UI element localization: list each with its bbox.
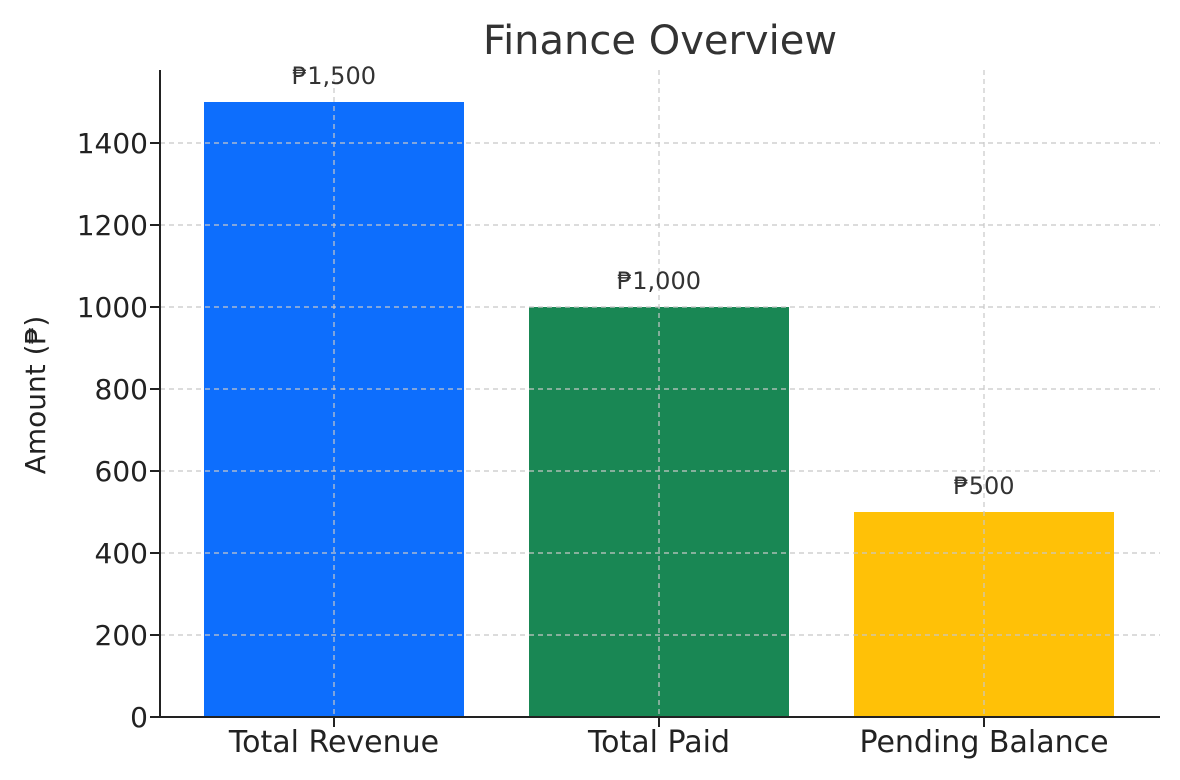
axes-layer — [150, 70, 1160, 727]
labels-layer: 0 200 400 600 800 1000 1200 1400 Total Revenue To… — [77, 62, 1109, 760]
y-tick-label: 0 — [130, 701, 148, 734]
y-axis-label: Amount (₱) — [19, 316, 52, 475]
y-tick-label: 200 — [95, 619, 148, 652]
x-category-label: Pending Balance — [859, 725, 1108, 760]
y-tick-label: 1200 — [77, 209, 148, 242]
bar-data-label: ₱1,500 — [292, 62, 376, 90]
y-tick-label: 1000 — [77, 291, 148, 324]
chart-title: Finance Overview — [483, 18, 837, 64]
bar-total-revenue — [204, 102, 464, 717]
y-tick-label: 600 — [95, 455, 148, 488]
bar-data-label: ₱500 — [953, 472, 1014, 500]
bar-data-label: ₱1,000 — [617, 267, 701, 295]
y-tick-label: 400 — [95, 537, 148, 570]
x-category-label: Total Paid — [587, 725, 730, 760]
y-tick-label: 800 — [95, 373, 148, 406]
y-tick-label: 1400 — [77, 127, 148, 160]
bars-layer — [204, 102, 1114, 717]
x-category-label: Total Revenue — [228, 725, 439, 760]
